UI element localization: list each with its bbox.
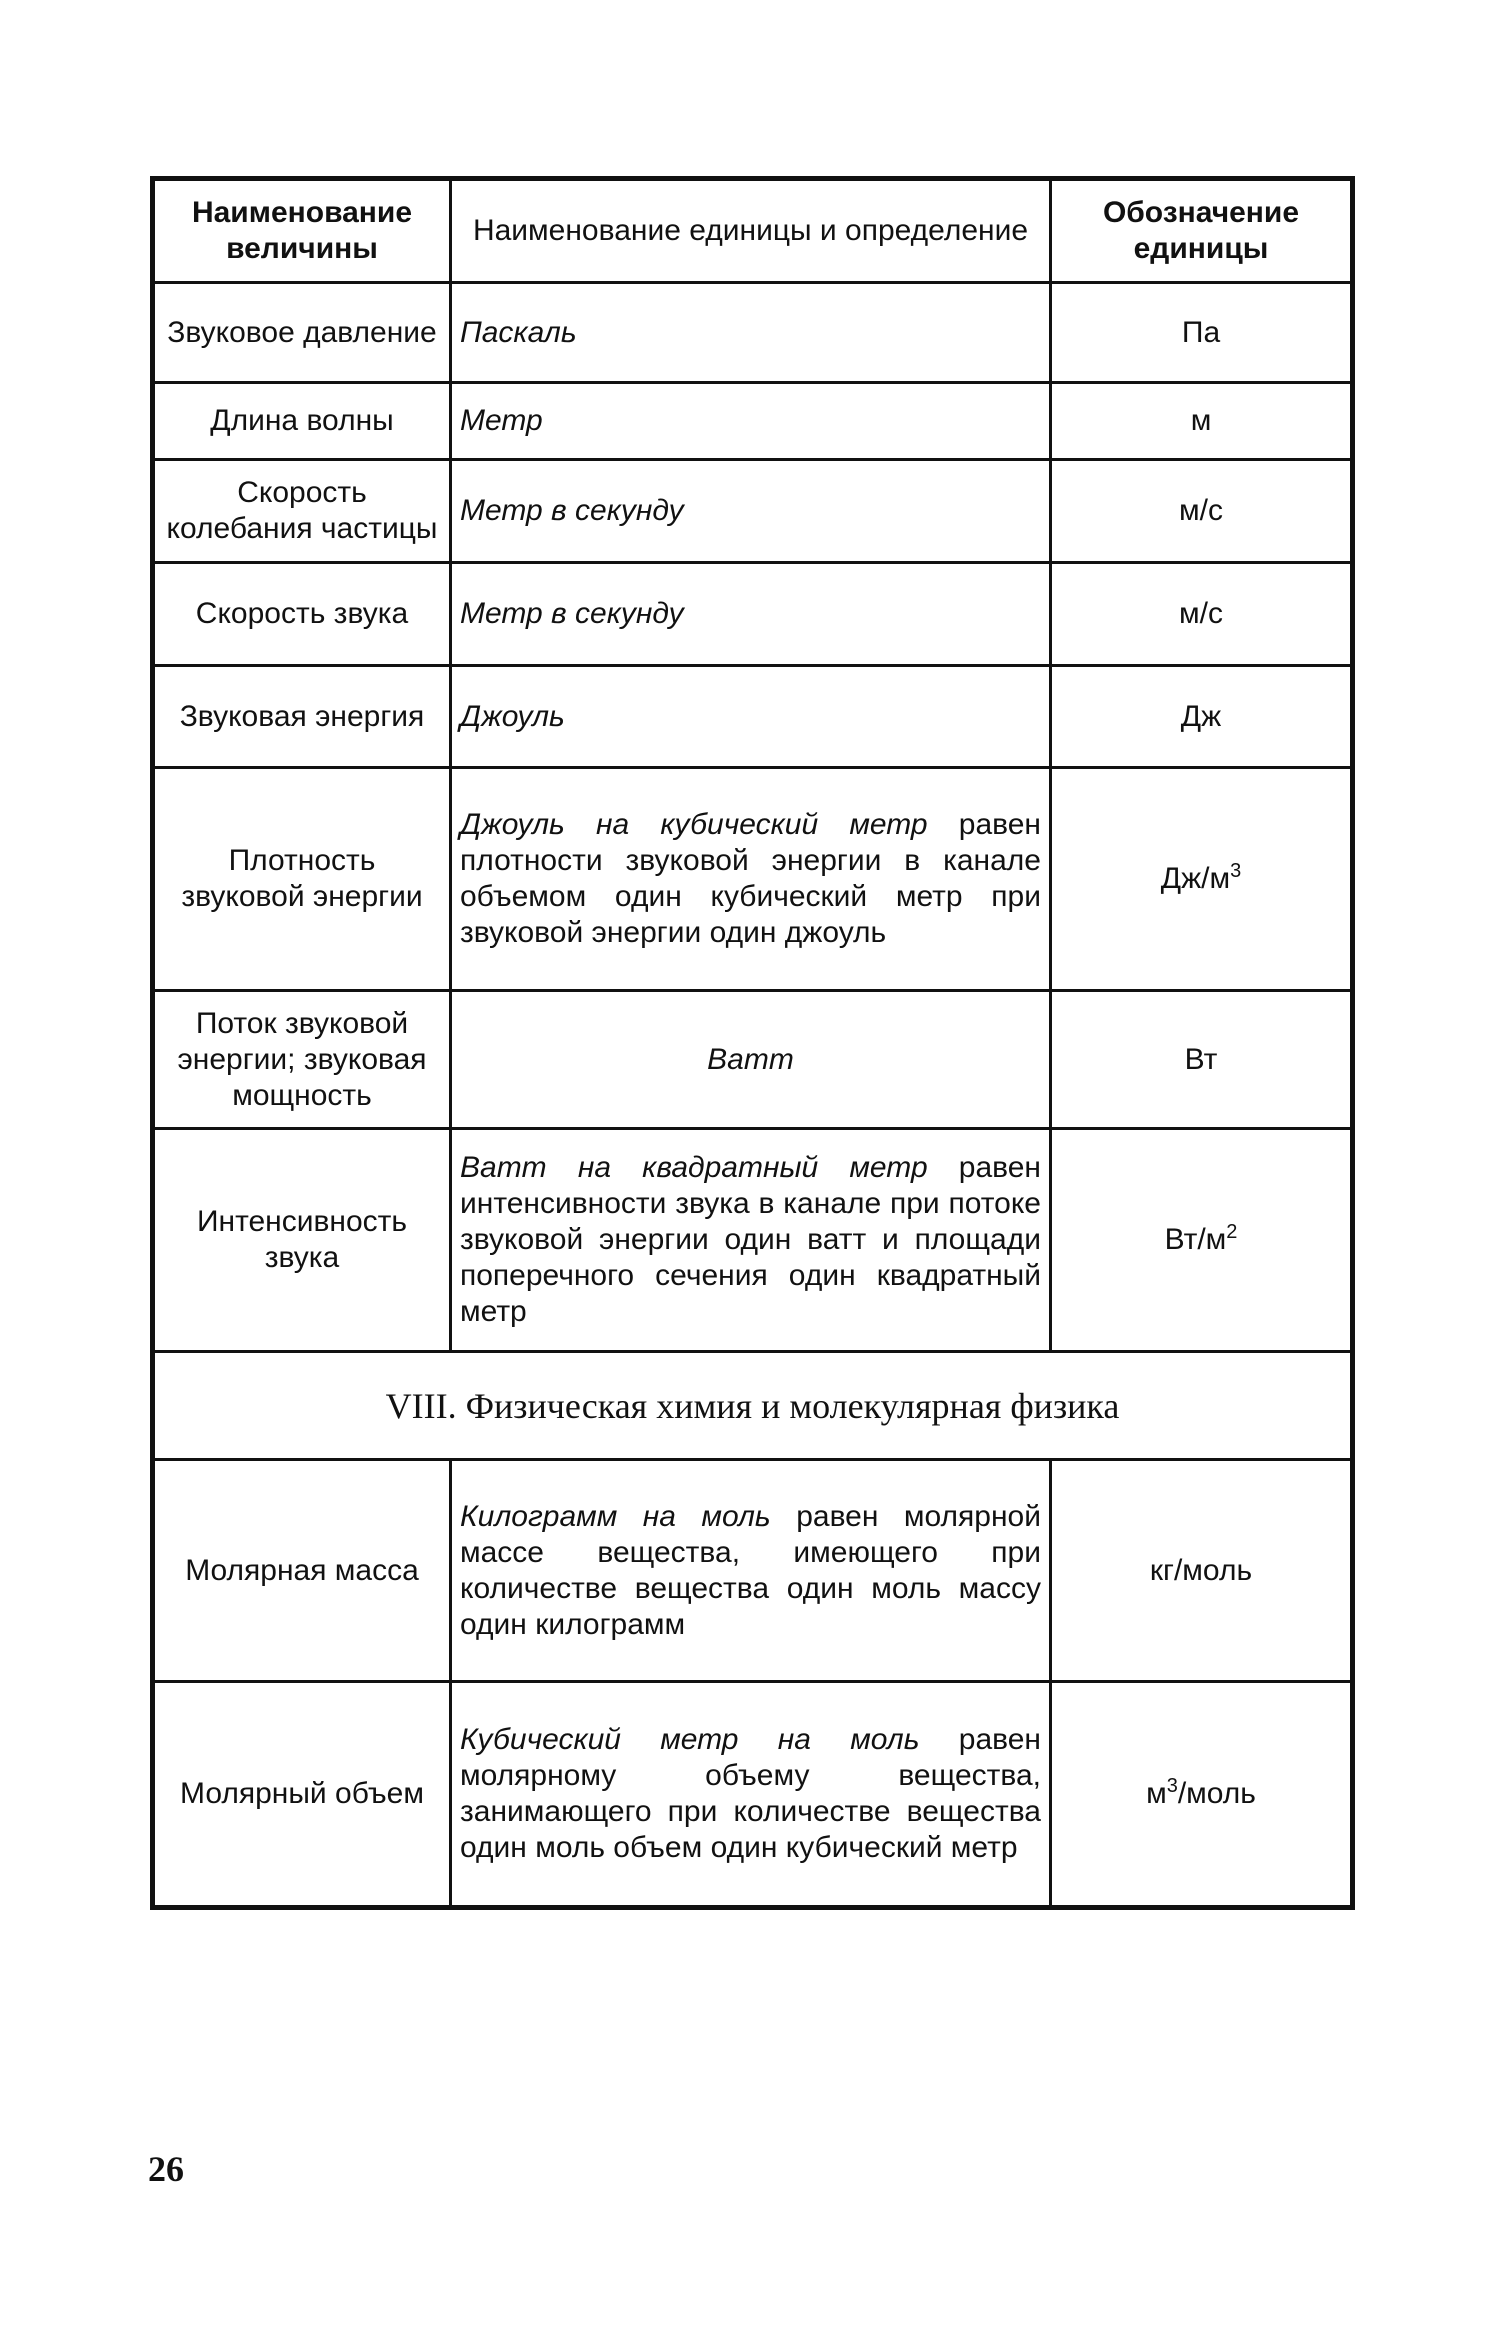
unit-symbol: м/с [1049,458,1354,564]
page-number: 26 [148,2149,184,2189]
table-row: Звуковая энергия Джоуль Дж [151,664,1354,769]
symbol-text: /моль [1177,1777,1256,1810]
table-header-row: Наименование величины Наименование едини… [151,177,1354,284]
section-row: VIII. Физическая химия и молекулярная фи… [151,1350,1354,1461]
unit-name: Метр в секунду [460,494,684,527]
unit-symbol: Дж [1049,664,1354,769]
quantity-name: Молярная масса [151,1458,452,1683]
unit-symbol: Вт [1049,989,1354,1130]
units-table: Наименование величины Наименование едини… [150,176,1355,1910]
unit-name: Килограмм на моль [460,1499,771,1533]
symbol-text: Дж/м [1160,862,1231,895]
section-title: VIII. Физическая химия и молекулярная фи… [151,1350,1354,1461]
unit-definition: Ватт [449,989,1052,1130]
table-row: Плотность звуковой энергии Джоуль на куб… [151,766,1354,992]
unit-symbol: Дж/м3 [1049,766,1354,992]
symbol-text: м [1190,404,1212,437]
unit-definition: Джоуль [449,664,1052,769]
table-row: Звуковое давление Паскаль Па [151,281,1354,384]
table-row: Скорость звука Метр в секунду м/с [151,561,1354,667]
unit-name: Джоуль [460,699,565,733]
quantity-name: Скорость звука [151,561,452,667]
header-unit: Наименование единицы и определение [449,177,1052,284]
symbol-text: м/с [1179,494,1223,527]
unit-definition: Метр в секунду [449,561,1052,667]
quantity-name: Поток звуковой энергии; звуковая мощност… [151,989,452,1130]
unit-definition: Джоуль на кубический метр равен плотност… [449,766,1052,992]
table-row: Интенсивность звука Ватт на квадратный м… [151,1127,1354,1353]
symbol-prefix: м [1146,1777,1167,1810]
table-row: Скорость колебания частицы Метр в секунд… [151,458,1354,564]
unit-name: Паскаль [460,315,577,349]
definition-text: равен плотности звуковой энергии в канал… [460,808,1041,949]
symbol-text: Вт/м [1164,1223,1227,1256]
header-symbol: Обозначение единицы [1049,177,1354,284]
symbol-text: кг/моль [1149,1553,1253,1587]
definition-text: равен молярной массе вещества, имеющего … [460,1499,1041,1641]
table-row: Молярный объем Кубический метр на моль р… [151,1680,1354,1909]
symbol-text: Дж [1180,699,1222,733]
symbol-text: Па [1181,315,1221,349]
unit-name: Кубический метр на моль [460,1723,920,1756]
quantity-name: Плотность звуковой энергии [151,766,452,992]
header-quantity: Наименование величины [151,177,452,284]
symbol-exponent: 3 [1230,860,1242,882]
unit-name: Джоуль на кубический метр [460,808,928,841]
unit-definition: Килограмм на моль равен молярной массе в… [449,1458,1052,1683]
unit-definition: Метр [449,381,1052,461]
symbol-exponent: 2 [1226,1221,1238,1243]
unit-symbol: м/с [1049,561,1354,667]
unit-definition: Кубический метр на моль равен молярному … [449,1680,1052,1909]
unit-definition: Паскаль [449,281,1052,384]
table-row: Молярная масса Килограмм на моль равен м… [151,1458,1354,1683]
unit-symbol: Вт/м2 [1049,1127,1354,1353]
unit-definition: Ватт на квадратный метр равен интенсивно… [449,1127,1052,1353]
table-row: Поток звуковой энергии; звуковая мощност… [151,989,1354,1130]
symbol-text: Вт [1184,1042,1218,1076]
unit-name: Метр [460,404,543,437]
unit-definition: Метр в секунду [449,458,1052,564]
unit-name: Метр в секунду [460,597,684,630]
unit-symbol: кг/моль [1049,1458,1354,1683]
unit-symbol: м3/моль [1049,1680,1354,1909]
definition-text: равен молярному объему вещества, занимаю… [460,1723,1041,1864]
quantity-name: Интенсивность звука [151,1127,452,1353]
quantity-name: Длина волны [151,381,452,461]
table-row: Длина волны Метр м [151,381,1354,461]
quantity-name: Скорость колебания частицы [151,458,452,564]
quantity-name: Молярный объем [151,1680,452,1909]
unit-symbol: Па [1049,281,1354,384]
quantity-name: Звуковое давление [151,281,452,384]
definition-text: равен интенсивности звука в канале при п… [460,1151,1041,1328]
unit-name: Ватт [707,1042,794,1076]
unit-symbol: м [1049,381,1354,461]
quantity-name: Звуковая энергия [151,664,452,769]
symbol-exponent: 3 [1166,1775,1178,1797]
symbol-text: м/с [1179,597,1223,630]
unit-name: Ватт на квадратный метр [460,1151,928,1184]
